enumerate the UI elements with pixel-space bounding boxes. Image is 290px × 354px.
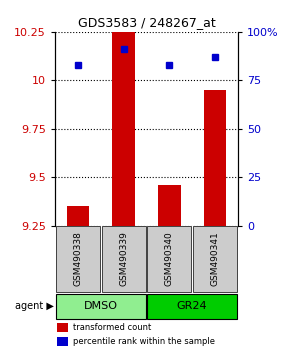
Bar xyxy=(204,90,226,226)
Bar xyxy=(57,323,68,332)
Bar xyxy=(112,32,135,226)
Bar xyxy=(57,337,68,346)
Text: GSM490340: GSM490340 xyxy=(165,232,174,286)
Text: GR24: GR24 xyxy=(177,301,207,311)
Bar xyxy=(147,294,237,319)
Text: GSM490338: GSM490338 xyxy=(73,232,82,286)
Bar xyxy=(102,227,146,292)
Bar xyxy=(193,227,237,292)
Text: transformed count: transformed count xyxy=(73,323,152,332)
Text: agent ▶: agent ▶ xyxy=(15,301,54,311)
Bar xyxy=(56,294,146,319)
Bar xyxy=(158,185,181,226)
Bar xyxy=(56,227,100,292)
Title: GDS3583 / 248267_at: GDS3583 / 248267_at xyxy=(77,16,215,29)
Bar xyxy=(66,206,89,226)
Text: percentile rank within the sample: percentile rank within the sample xyxy=(73,337,215,346)
Bar xyxy=(147,227,191,292)
Text: GSM490339: GSM490339 xyxy=(119,232,128,286)
Text: DMSO: DMSO xyxy=(84,301,118,311)
Text: GSM490341: GSM490341 xyxy=(211,232,220,286)
